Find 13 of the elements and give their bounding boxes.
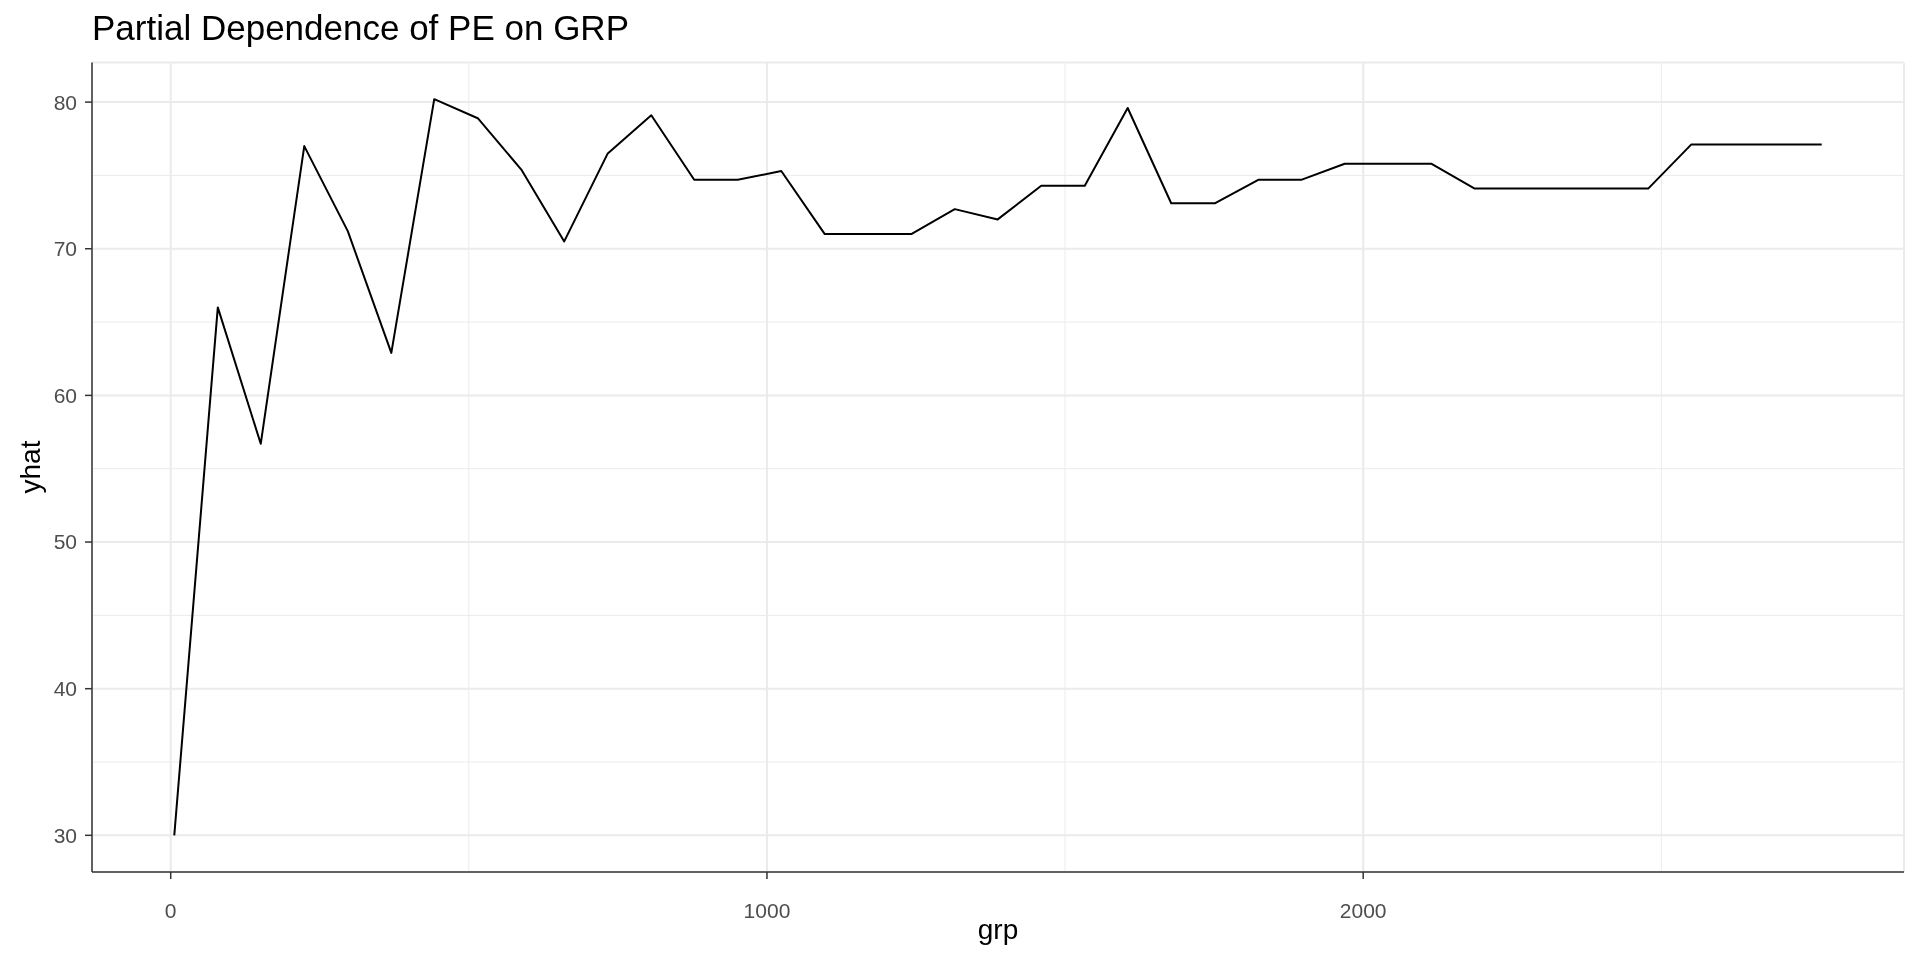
x-tick-label: 0: [164, 898, 177, 922]
y-tick-label: 80: [53, 90, 77, 114]
y-tick-label: 40: [53, 677, 77, 701]
y-tick-label: 60: [53, 383, 77, 407]
line-series: [173, 98, 1823, 837]
x-tick-label: 1000: [743, 898, 791, 922]
y-tick-label: 50: [53, 530, 77, 554]
y-tick-label: 30: [53, 823, 77, 847]
x-tick-label: 2000: [1339, 898, 1387, 922]
y-axis-title: yhat: [14, 440, 47, 494]
x-axis-title: grp: [977, 913, 1019, 947]
y-tick-label: 70: [53, 237, 77, 261]
chart-title: Partial Dependence of PE on GRP: [92, 8, 629, 49]
